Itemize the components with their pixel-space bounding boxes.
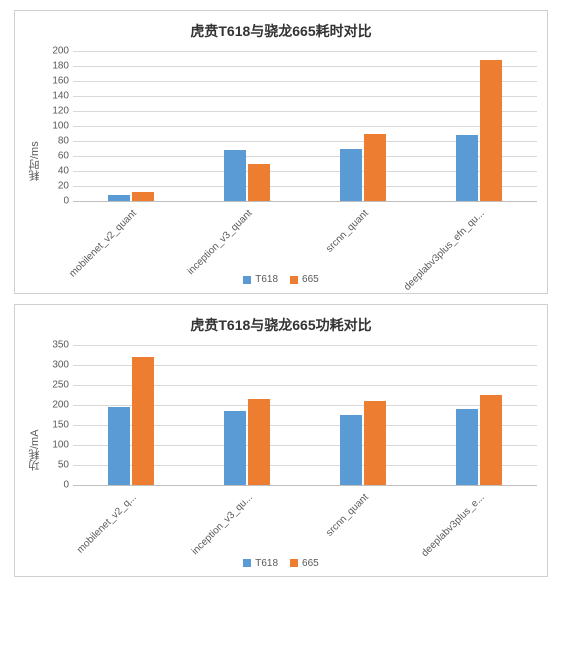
x-labels: mobilenet_v2_quantinception_v3_quantsrcn… — [73, 202, 537, 272]
y-tick-label: 100 — [52, 439, 73, 450]
plot-area: 020406080100120140160180200 — [73, 51, 537, 202]
bar-665 — [248, 399, 270, 485]
x-tick-label: inception_v3_qu... — [190, 492, 255, 557]
y-axis-label: 耗时/ms — [25, 51, 45, 272]
plot-area: 050100150200250300350 — [73, 345, 537, 486]
legend-item-665: 665 — [290, 274, 319, 285]
bar-665 — [132, 357, 154, 485]
legend-label: T618 — [255, 274, 278, 285]
chart-title: 虎贲T618与骁龙665功耗对比 — [25, 315, 537, 335]
plot-wrap: 功耗/mA 050100150200250300350mobilenet_v2_q… — [25, 345, 537, 556]
y-tick-label: 100 — [52, 121, 73, 132]
bar-group — [108, 192, 154, 201]
chart-latency: 虎贲T618与骁龙665耗时对比耗时/ms0204060801001201401… — [14, 10, 548, 294]
plot: 020406080100120140160180200mobilenet_v2_… — [73, 51, 537, 272]
plot-wrap: 耗时/ms 020406080100120140160180200mobilene… — [25, 51, 537, 272]
x-tick-label: srcnn_quant — [324, 492, 371, 539]
x-tick-label: mobilenet_v2_q... — [75, 492, 139, 556]
bar-t618 — [340, 415, 362, 485]
x-tick-label: inception_v3_quant — [186, 208, 255, 277]
y-tick-label: 0 — [63, 479, 73, 490]
bar-group — [340, 134, 386, 202]
y-tick-label: 60 — [58, 151, 73, 162]
bar-t618 — [456, 409, 478, 485]
chart-title: 虎贲T618与骁龙665耗时对比 — [25, 21, 537, 41]
x-labels: mobilenet_v2_q... inception_v3_qu... srcnn… — [73, 486, 537, 556]
y-tick-label: 350 — [52, 339, 73, 350]
bar-group — [108, 357, 154, 485]
bar-group — [224, 150, 270, 201]
legend-item-t618: T618 — [243, 274, 278, 285]
y-tick-label: 180 — [52, 61, 73, 72]
y-tick-label: 140 — [52, 91, 73, 102]
legend-item-t618: T618 — [243, 558, 278, 569]
bar-group — [224, 399, 270, 485]
y-axis-label: 功耗/mA — [25, 345, 45, 556]
bar-group — [456, 395, 502, 485]
bar-t618 — [456, 135, 478, 201]
bar-665 — [480, 395, 502, 485]
bar-t618 — [224, 411, 246, 485]
y-tick-label: 40 — [58, 166, 73, 177]
bar-t618 — [108, 407, 130, 485]
legend-item-665: 665 — [290, 558, 319, 569]
y-tick-label: 150 — [52, 419, 73, 430]
bar-665 — [132, 192, 154, 201]
legend: T618 665 — [25, 558, 537, 571]
legend-label: T618 — [255, 558, 278, 569]
y-tick-label: 50 — [58, 459, 73, 470]
legend-label: 665 — [302, 274, 319, 285]
bars-layer — [73, 51, 537, 201]
y-tick-label: 250 — [52, 379, 73, 390]
bars-layer — [73, 345, 537, 485]
x-tick-label: deeplabv3plus_e... — [420, 492, 487, 559]
bar-665 — [364, 134, 386, 202]
y-tick-label: 20 — [58, 181, 73, 192]
legend-swatch-icon — [290, 559, 298, 567]
bar-group — [456, 60, 502, 201]
bar-t618 — [108, 195, 130, 201]
y-tick-label: 200 — [52, 46, 73, 57]
x-tick-label: mobilenet_v2_quant — [67, 208, 138, 279]
bar-t618 — [340, 149, 362, 202]
legend: T618 665 — [25, 274, 537, 287]
bar-665 — [364, 401, 386, 485]
chart-power: 虎贲T618与骁龙665功耗对比功耗/mA0501001502002503003… — [14, 304, 548, 578]
y-tick-label: 120 — [52, 106, 73, 117]
legend-label: 665 — [302, 558, 319, 569]
bar-t618 — [224, 150, 246, 201]
bar-group — [340, 401, 386, 485]
y-tick-label: 80 — [58, 136, 73, 147]
y-tick-label: 300 — [52, 359, 73, 370]
legend-swatch-icon — [290, 276, 298, 284]
y-tick-label: 200 — [52, 399, 73, 410]
y-tick-label: 0 — [63, 196, 73, 207]
bar-665 — [248, 164, 270, 202]
bar-665 — [480, 60, 502, 201]
x-tick-label: srcnn_quant — [324, 208, 371, 255]
legend-swatch-icon — [243, 276, 251, 284]
legend-swatch-icon — [243, 559, 251, 567]
y-tick-label: 160 — [52, 76, 73, 87]
plot: 050100150200250300350mobilenet_v2_q... in… — [73, 345, 537, 556]
